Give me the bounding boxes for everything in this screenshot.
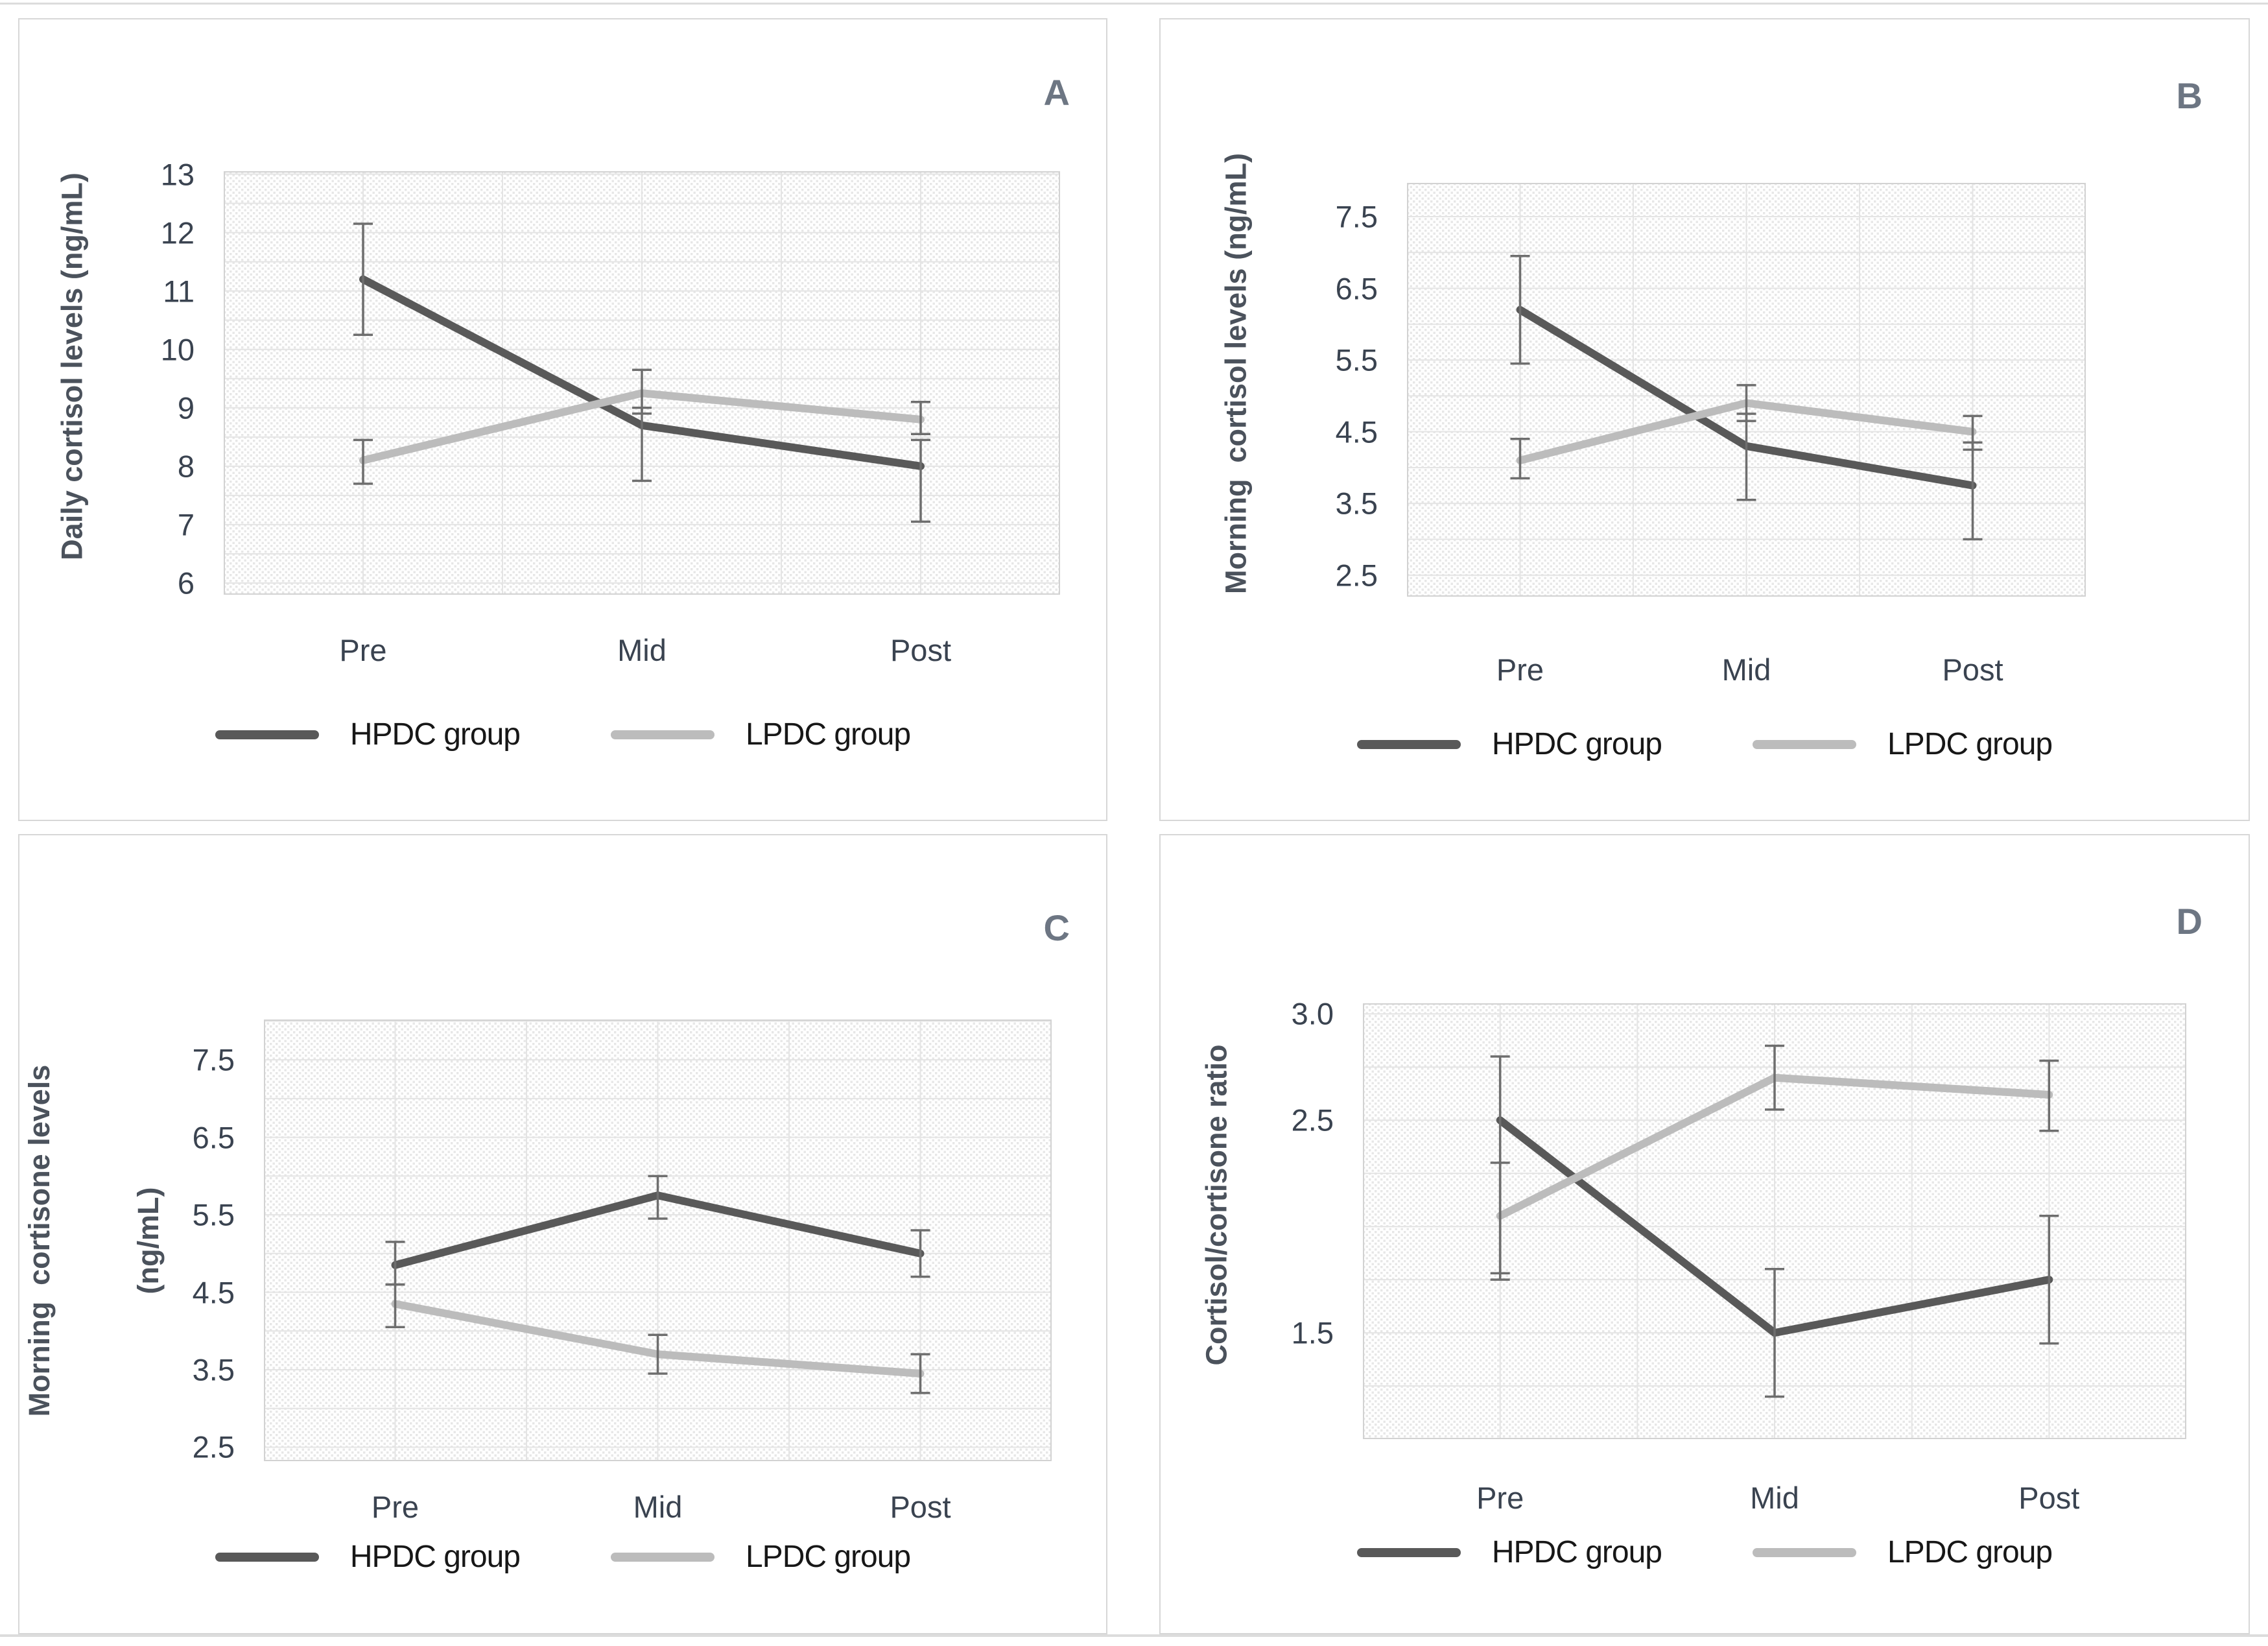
y-axis-title-text: Daily cortisol levels (ng/mL) bbox=[55, 173, 89, 560]
x-tick-post: Post bbox=[890, 1490, 951, 1524]
x-tick-mid: Mid bbox=[1750, 1481, 1799, 1515]
y-axis-tick-label: 3.0 bbox=[1291, 996, 1334, 1031]
x-tick-pre: Pre bbox=[371, 1490, 419, 1524]
y-axis-title-b: Morning cortisol levels (ng/mL) bbox=[1182, 153, 1292, 626]
lpdc-line-swatch bbox=[610, 1552, 715, 1562]
hpdc-line-swatch bbox=[215, 1552, 319, 1562]
y-axis-tick-label: 7.5 bbox=[192, 1042, 235, 1077]
panel-c: C Morning cortisone levels (ng/mL) Pre M… bbox=[18, 834, 1107, 1634]
x-axis-labels-d: Pre Mid Post bbox=[1363, 1480, 2186, 1525]
y-axis-title-text: Cortisol/cortisone ratio bbox=[1199, 1044, 1233, 1366]
legend-item-lpdc: LPDC group bbox=[610, 717, 911, 752]
x-tick-mid: Mid bbox=[633, 1490, 683, 1524]
plot-area-a bbox=[224, 171, 1060, 595]
y-axis-tick-label: 4.5 bbox=[192, 1275, 235, 1310]
x-tick-post: Post bbox=[1942, 652, 2003, 687]
y-axis-tick-label: 11 bbox=[163, 274, 195, 309]
panel-letter-a: A bbox=[1043, 72, 1070, 113]
y-axis-tick-label: 3.5 bbox=[1335, 486, 1378, 521]
legend-label-lpdc: LPDC group bbox=[745, 1540, 911, 1574]
y-axis-tick-label: 3.5 bbox=[192, 1352, 235, 1387]
y-axis-tick-label: 2.5 bbox=[1291, 1103, 1334, 1138]
panel-d: D Cortisol/cortisone ratio Pre Mid Post … bbox=[1159, 834, 2250, 1634]
hpdc-line-swatch bbox=[215, 730, 319, 739]
x-tick-mid: Mid bbox=[1721, 652, 1771, 687]
x-tick-post: Post bbox=[890, 633, 952, 667]
legend-b: HPDC group LPDC group bbox=[1161, 726, 2249, 762]
y-axis-tick-label: 6.5 bbox=[192, 1120, 235, 1155]
y-axis-tick-label: 6 bbox=[177, 566, 195, 601]
x-axis-labels-a: Pre Mid Post bbox=[224, 632, 1060, 678]
panel-letter-b: B bbox=[2176, 75, 2203, 116]
panel-letter-c: C bbox=[1043, 907, 1070, 948]
y-axis-tick-label: 9 bbox=[177, 390, 195, 425]
panel-letter-d: D bbox=[2176, 901, 2203, 942]
lpdc-line-swatch bbox=[1752, 1547, 1856, 1557]
legend-item-hpdc: HPDC group bbox=[215, 1539, 521, 1575]
y-axis-tick-label: 6.5 bbox=[1335, 271, 1378, 306]
y-axis-title-line-1: Morning cortisone levels bbox=[22, 1064, 56, 1417]
y-axis-tick-label: 8 bbox=[177, 449, 195, 484]
legend-d: HPDC group LPDC group bbox=[1161, 1534, 2249, 1570]
y-axis-tick-label: 5.5 bbox=[1335, 342, 1378, 377]
x-tick-pre: Pre bbox=[339, 633, 387, 667]
x-tick-pre: Pre bbox=[1496, 652, 1544, 687]
y-axis-tick-label: 13 bbox=[160, 157, 195, 191]
y-axis-tick-label: 1.5 bbox=[1291, 1315, 1334, 1350]
legend-label-hpdc: HPDC group bbox=[1491, 727, 1662, 761]
y-axis-tick-label: 2.5 bbox=[1335, 558, 1378, 593]
legend-item-hpdc: HPDC group bbox=[1356, 1534, 1662, 1570]
y-axis-tick-label: 7 bbox=[177, 507, 195, 542]
panel-a: A Daily cortisol levels (ng/mL) Pre Mid … bbox=[18, 18, 1107, 821]
legend-item-hpdc: HPDC group bbox=[215, 717, 521, 752]
line-chart-b bbox=[1407, 183, 2086, 597]
x-tick-mid: Mid bbox=[617, 633, 667, 667]
page-top-rule bbox=[0, 3, 2268, 5]
y-axis-tick-label: 4.5 bbox=[1335, 414, 1378, 449]
legend-label-hpdc: HPDC group bbox=[1491, 1535, 1662, 1569]
y-axis-tick-label: 2.5 bbox=[192, 1429, 235, 1464]
lpdc-line-swatch bbox=[1752, 739, 1856, 749]
x-axis-labels-b: Pre Mid Post bbox=[1407, 652, 2086, 697]
legend-item-lpdc: LPDC group bbox=[1752, 1534, 2053, 1570]
hpdc-line-swatch bbox=[1356, 739, 1461, 749]
x-tick-post: Post bbox=[2018, 1481, 2080, 1515]
legend-label-hpdc: HPDC group bbox=[349, 717, 521, 752]
legend-item-hpdc: HPDC group bbox=[1356, 726, 1662, 762]
plot-area-d bbox=[1363, 1003, 2186, 1439]
plot-area-b bbox=[1407, 183, 2086, 597]
panel-b: B Morning cortisol levels (ng/mL) Pre Mi… bbox=[1159, 18, 2250, 821]
legend-label-hpdc: HPDC group bbox=[349, 1540, 521, 1574]
y-axis-tick-label: 12 bbox=[160, 215, 195, 250]
legend-c: HPDC group LPDC group bbox=[19, 1539, 1106, 1575]
page-bottom-rule bbox=[0, 1634, 2268, 1637]
hpdc-line-swatch bbox=[1356, 1547, 1461, 1557]
legend-item-lpdc: LPDC group bbox=[610, 1539, 911, 1575]
line-chart-d bbox=[1363, 1003, 2186, 1439]
y-axis-title-text: Morning cortisol levels (ng/mL) bbox=[1219, 152, 1253, 595]
legend-label-lpdc: LPDC group bbox=[1887, 1535, 2053, 1569]
plot-area-c bbox=[264, 1020, 1052, 1461]
x-tick-pre: Pre bbox=[1476, 1481, 1524, 1515]
x-axis-labels-c: Pre Mid Post bbox=[264, 1489, 1052, 1534]
y-axis-tick-label: 5.5 bbox=[192, 1197, 235, 1232]
legend-a: HPDC group LPDC group bbox=[19, 717, 1106, 752]
lpdc-line-swatch bbox=[610, 730, 715, 739]
line-chart-c bbox=[264, 1020, 1052, 1461]
line-chart-a bbox=[224, 171, 1060, 595]
y-axis-tick-label: 10 bbox=[160, 332, 195, 367]
legend-label-lpdc: LPDC group bbox=[745, 717, 911, 752]
legend-label-lpdc: LPDC group bbox=[1887, 727, 2053, 761]
y-axis-tick-label: 7.5 bbox=[1335, 199, 1378, 234]
legend-item-lpdc: LPDC group bbox=[1752, 726, 2053, 762]
